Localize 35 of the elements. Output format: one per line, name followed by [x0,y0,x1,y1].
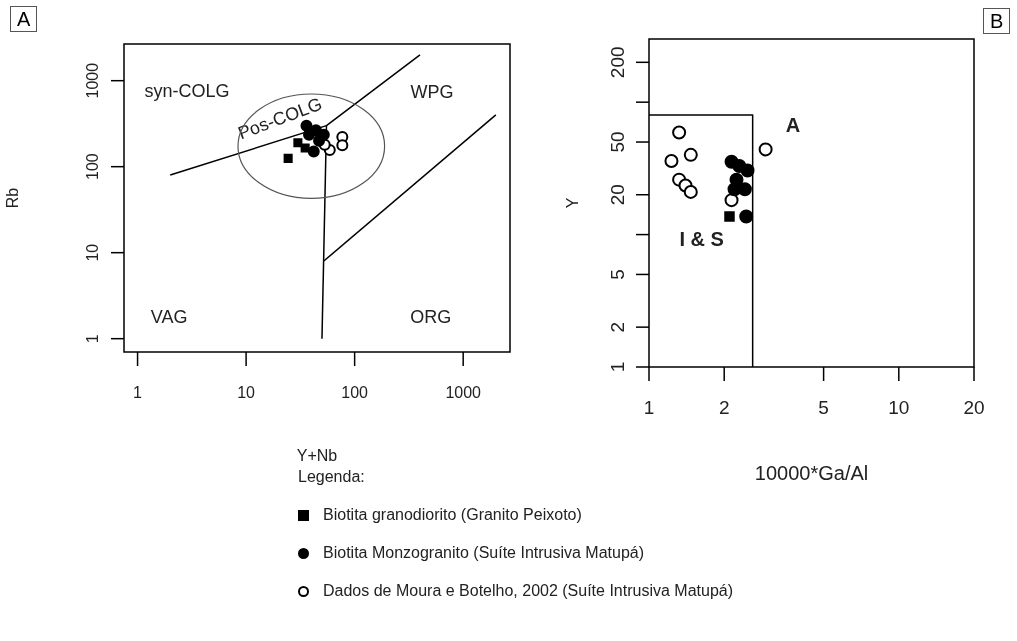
annotation: VAG [150,306,188,327]
y-tick-label: 20 [607,184,629,206]
x-axis-title: Y+Nb [296,446,338,464]
y-tick-label: 50 [607,131,629,153]
y-tick-label: 1 [84,334,102,344]
y-tick-label: 5 [607,269,629,280]
x-axis-title: 10000*Ga/Al [754,461,869,484]
y-tick-label: 100 [84,153,102,181]
chart-title: A [10,6,38,32]
x-tick-label: 5 [818,397,829,419]
y-axis-title: Rb [4,187,22,209]
annotation: syn-COLG [144,81,230,102]
y-tick-label: 1 [607,361,629,373]
legend-label: Biotita Monzogranito (Suíte Intrusiva Matupá) [323,544,645,562]
x-tick-label: 1000 [445,384,482,402]
legend-title: Legenda: [298,468,366,486]
x-tick-label: 1 [133,384,143,402]
x-tick-label: 2 [718,397,730,419]
legend-label: Biotita granodiorito (Granito Peixoto) [323,506,582,524]
x-tick-label: 20 [963,397,985,419]
legend-label: Dados de Moura e Botelho, 2002 (Suíte Intrusiva Matupá) [323,582,734,600]
x-tick-label: 100 [341,384,369,402]
x-tick-label: 10 [237,384,256,402]
y-tick-label: 10 [84,243,102,262]
annotation: WPG [410,81,454,102]
annotation: ORG [410,306,452,327]
x-tick-label: 10 [888,397,910,419]
y-axis-title: Y [564,197,582,209]
y-tick-label: 200 [607,46,629,79]
annotation: I & S [679,227,724,250]
x-tick-label: 1 [643,397,655,419]
chart-title: B [983,8,1011,34]
y-tick-label: 1000 [84,62,102,99]
y-tick-label: 2 [607,321,629,333]
annotation: A [785,114,801,137]
